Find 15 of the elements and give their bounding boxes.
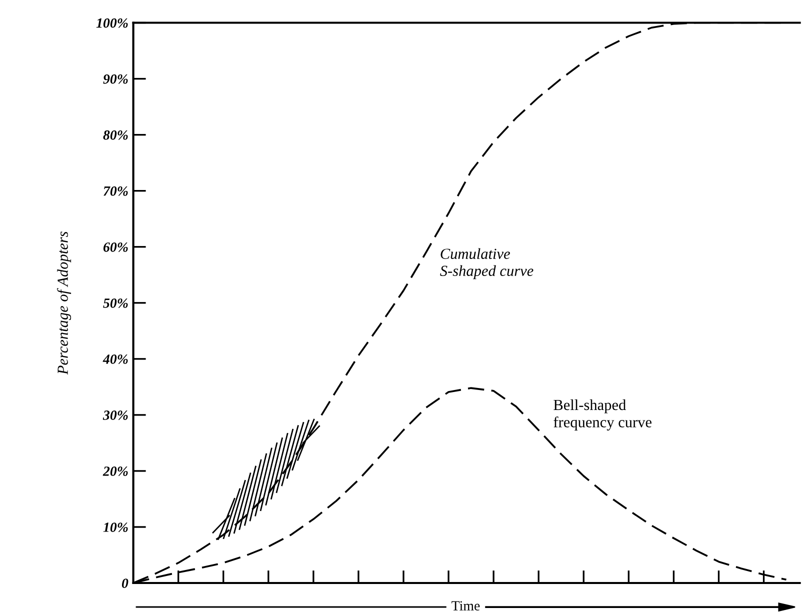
y-axis-title: Percentage of Adopters [57,232,72,375]
y-tick-label: 10% [103,522,128,532]
y-tick-label: 80% [103,130,128,140]
y-tick-label: 40% [102,354,128,364]
y-tick-label: 50% [103,298,128,308]
x-axis-title: Time [452,601,480,610]
y-tick-label: 20% [102,466,128,476]
y-tick-label: 60% [103,242,128,252]
y-tick-label: 90% [103,74,128,84]
y-tick-label: 30% [102,410,128,420]
y-tick-label: 0 [122,578,128,588]
series-label: Bell-shaped frequency curve [554,399,652,431]
y-tick-label: 70% [104,186,128,196]
series-label: Cumulative S-shaped curve [440,248,534,280]
y-tick-label: 100% [96,18,128,28]
